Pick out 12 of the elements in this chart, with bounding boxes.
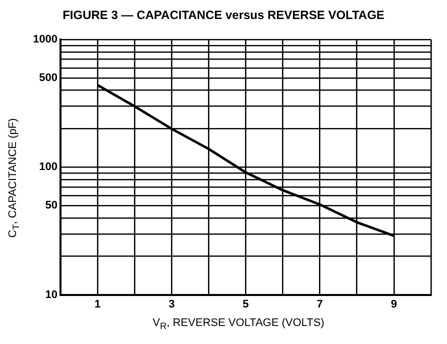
y-tick-label: 100	[39, 161, 58, 174]
y-tick-label: 500	[39, 72, 58, 84]
chart-title: FIGURE 3 — CAPACITANCE versus REVERSE VOLTAGE	[62, 8, 386, 22]
x-axis-title: V$_{R}$, REVERSE VOLTAGE (VOLTS)	[152, 317, 326, 332]
x-tick-label: 5	[242, 298, 249, 310]
x-tick-label: 3	[168, 298, 175, 310]
y-tick-label: 1000	[32, 34, 58, 46]
y-tick-label: 10	[45, 288, 58, 301]
y-tick-label: 50	[45, 200, 58, 212]
x-tick-label: 9	[390, 298, 398, 310]
x-tick-label: 7	[316, 298, 323, 310]
x-tick-label: 1	[94, 298, 101, 310]
